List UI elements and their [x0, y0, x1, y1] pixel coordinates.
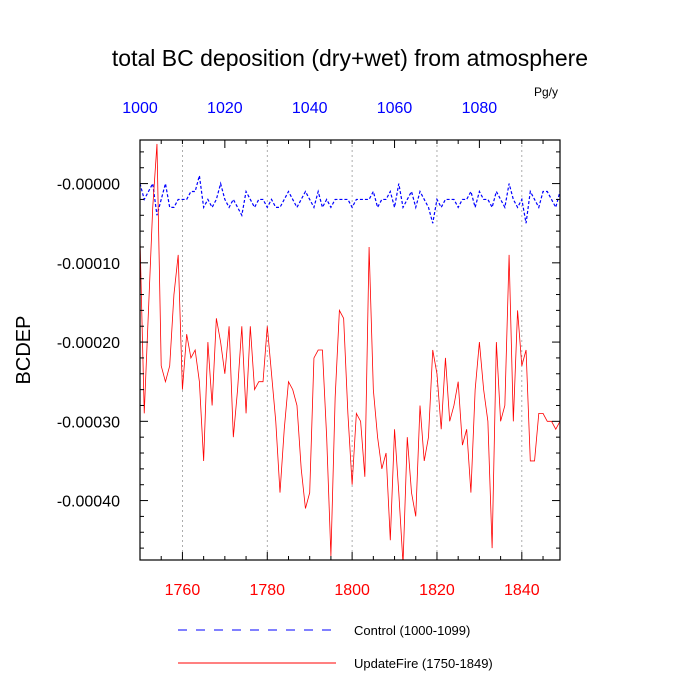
series-layer — [140, 143, 560, 560]
legend: Control (1000-1099) UpdateFire (1750-1849… — [178, 623, 493, 671]
x-top-tick-label: 1000 — [122, 100, 158, 117]
x-top-tick-label: 1080 — [462, 100, 498, 117]
y-axis-label: BCDEP — [13, 316, 35, 385]
x-bottom-tick-label: 1780 — [249, 582, 285, 599]
y-tick-label: -0.00000 — [57, 177, 120, 194]
legend-label: UpdateFire (1750-1849) — [354, 656, 493, 671]
grid-lines — [182, 140, 523, 560]
x-bottom-tick-label: 1820 — [419, 582, 455, 599]
units-label: Pg/y — [534, 85, 558, 99]
chart-title: total BC deposition (dry+wet) from atmos… — [112, 45, 588, 71]
plot-frame — [139, 139, 561, 561]
x-bottom-tick-label: 1760 — [165, 582, 201, 599]
ticks-layer: 1760 1780 1800 1820 1840 1000 1020 1040 1060 1080… — [57, 100, 560, 599]
y-tick-label: -0.00010 — [57, 256, 120, 273]
y-tick-label: -0.00030 — [57, 414, 120, 431]
x-top-tick-label: 1020 — [207, 100, 243, 117]
x-top-tick-label: 1060 — [377, 100, 413, 117]
legend-label: Control (1000-1099) — [354, 623, 470, 638]
x-top-tick-label: 1040 — [292, 100, 328, 117]
series-line-1 — [140, 175, 560, 224]
y-tick-label: -0.00020 — [57, 335, 120, 352]
x-bottom-tick-label: 1840 — [504, 582, 540, 599]
y-tick-label: -0.00040 — [57, 494, 120, 511]
x-bottom-tick-label: 1800 — [334, 582, 370, 599]
series-line-2 — [140, 143, 560, 560]
